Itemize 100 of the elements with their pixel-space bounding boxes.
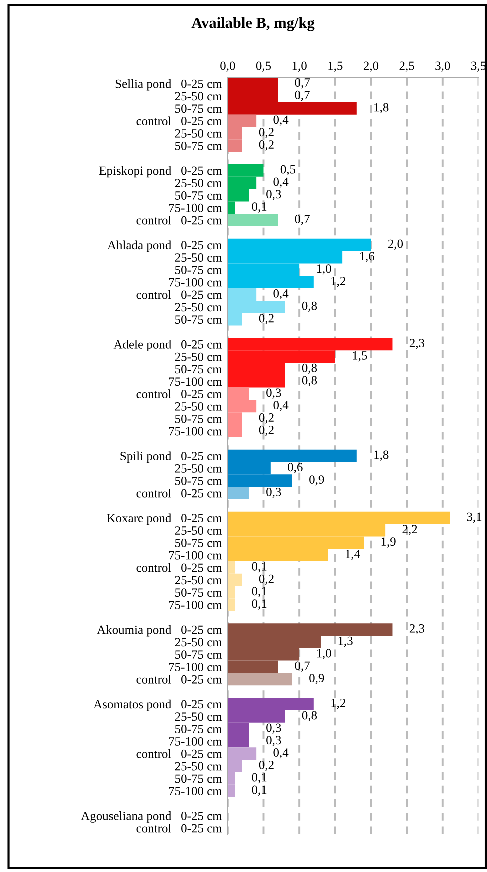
y-tick-label: 50-75 cm	[176, 476, 222, 486]
y-tick-label: Agouseliana pond 0-25 cm	[81, 812, 222, 823]
y-tick-label: 75-100 cm	[169, 278, 222, 287]
data-label: 0,9	[310, 674, 324, 684]
y-tick-label: 75-100 cm	[169, 204, 222, 212]
x-tick-label: 2,5	[400, 62, 414, 72]
data-label: 0,2	[259, 128, 274, 138]
y-tick-label: 25-50 cm	[175, 638, 222, 647]
data-label: 0,2	[259, 314, 274, 324]
data-label: 0,4	[274, 748, 289, 759]
data-label: 1,9	[382, 538, 396, 548]
y-tick-label: Sellia pond 0-25 cm	[116, 79, 222, 91]
data-label: 0,2	[259, 574, 274, 586]
y-tick-label: 25-50 cm	[175, 303, 222, 312]
y-tick-label: 25-50 cm	[175, 464, 222, 473]
y-tick-label: control 0-25 cm	[136, 216, 222, 225]
data-label: 1,5	[353, 352, 368, 362]
data-label: 0,2	[259, 760, 274, 772]
y-tick-label: 50-75 cm	[176, 538, 222, 548]
data-label: 0,7	[295, 662, 310, 672]
bar	[228, 673, 292, 686]
y-tick-label: 25-50 cm	[175, 352, 222, 362]
data-label: 3,1	[467, 512, 482, 524]
data-label: 1,0	[317, 264, 332, 275]
x-tick-label: 2,0	[364, 62, 379, 72]
data-label: 0,1	[252, 786, 267, 796]
data-label: 0,4	[274, 116, 289, 126]
data-label: 0,8	[302, 376, 318, 387]
data-label: 0,7	[295, 214, 310, 226]
y-tick-label: 75-100 cm	[169, 551, 222, 560]
data-label: 2,3	[410, 624, 425, 635]
data-label: 0,3	[266, 488, 282, 498]
data-label: 2,2	[402, 525, 418, 536]
y-tick-label: Adele pond 0-25 cm	[114, 340, 222, 352]
data-label: 0,7	[295, 78, 310, 89]
y-tick-label: Koxare pond 0-25 cm	[107, 514, 222, 526]
data-label: 0,4	[274, 178, 289, 188]
data-label: 0,6	[288, 463, 303, 474]
data-label: 0,4	[274, 401, 289, 412]
y-tick-label: 75-100 cm	[169, 663, 222, 672]
data-label: 1,3	[338, 636, 353, 648]
data-label: 2,0	[388, 240, 404, 250]
data-label: 1,8	[374, 450, 389, 461]
y-tick-label: control 0-25 cm	[136, 750, 222, 758]
data-label: 0,3	[266, 736, 282, 746]
y-tick-label: 50-75 cm	[176, 142, 222, 150]
y-tick-label: Akoumia pond 0-25 cm	[97, 625, 222, 637]
y-tick-label: 50-75 cm	[176, 365, 222, 374]
data-label: 0,3	[266, 388, 282, 399]
data-label: 1,8	[374, 103, 389, 114]
data-label: 0,9	[310, 476, 324, 486]
data-label: 0,3	[266, 190, 282, 200]
data-label: 0,1	[252, 202, 267, 213]
y-tick-label: control 0-25 cm	[136, 290, 222, 300]
y-tick-label: control 0-25 cm	[136, 675, 222, 684]
y-tick-label: 75-100 cm	[169, 600, 222, 610]
data-label: 0,2	[259, 140, 274, 151]
x-tick-label: 3,0	[436, 62, 450, 72]
bar	[228, 487, 250, 500]
data-label: 1,2	[332, 698, 346, 710]
y-tick-label: 25-50 cm	[175, 254, 222, 262]
y-tick-label: 25-50 cm	[175, 712, 222, 722]
y-tick-label: 50-75 cm	[176, 104, 222, 114]
data-label: 0,8	[302, 302, 318, 312]
data-label: 0,2	[259, 426, 274, 436]
y-tick-label: 25-50 cm	[175, 762, 222, 771]
chart-title: Available B, mg/kg	[192, 17, 315, 32]
data-label: 1,4	[346, 550, 360, 560]
y-tick-label: 75-100 cm	[169, 737, 222, 746]
y-tick-label: control 0-25 cm	[136, 824, 222, 833]
data-label: 0,7	[295, 90, 310, 102]
data-label: 0,4	[274, 289, 289, 300]
y-tick-label: Asomatos pond 0-25 cm	[94, 700, 222, 712]
y-tick-label: 25-50 cm	[175, 179, 222, 188]
y-tick-label: 50-75 cm	[176, 774, 222, 784]
data-label: 0,1	[252, 773, 267, 784]
y-tick-label: 50-75 cm	[176, 414, 222, 424]
data-label: 1,6	[360, 252, 374, 262]
y-tick-label: 50-75 cm	[176, 316, 222, 324]
data-label: 0,3	[266, 724, 282, 734]
y-tick-label: 75-100 cm	[169, 378, 222, 386]
y-tick-label: 75-100 cm	[169, 787, 222, 796]
x-tick-label: 1,0	[292, 62, 307, 72]
y-tick-label: Episkopi pond 0-25 cm	[99, 166, 222, 178]
data-label: 2,3	[410, 339, 425, 350]
data-label: 0,8	[302, 364, 318, 374]
y-tick-label: 50-75 cm	[176, 266, 222, 274]
y-tick-label: 50-75 cm	[176, 725, 222, 734]
y-tick-label: 25-50 cm	[175, 92, 222, 101]
x-tick-label: 0,5	[256, 62, 272, 72]
y-tick-label: Spili pond 0-25 cm	[120, 452, 222, 464]
y-tick-label: 50-75 cm	[176, 192, 222, 200]
data-label: 0,5	[280, 165, 296, 176]
y-tick-label: control 0-25 cm	[136, 563, 222, 572]
data-label: 0,2	[259, 414, 274, 424]
x-tick-label: 1,5	[328, 62, 343, 72]
data-label: 0,1	[252, 587, 267, 598]
data-label: 1,2	[332, 277, 346, 288]
data-label: 1,0	[317, 649, 332, 660]
y-tick-label: 25-50 cm	[175, 526, 222, 535]
